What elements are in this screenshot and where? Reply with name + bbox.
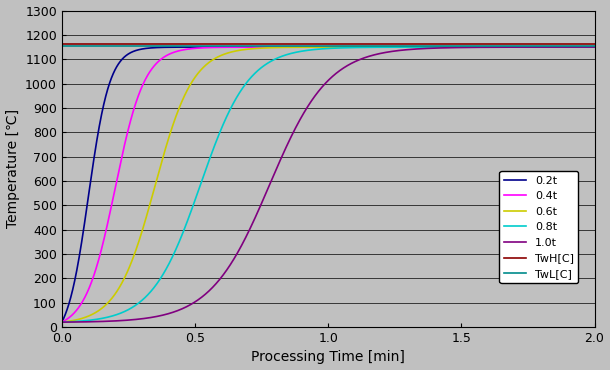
- 0.4t: [119, 151, 126, 156]
- 0.2t: [119, 57, 126, 61]
- 0.4t: [285, 45, 293, 49]
- 0.6t: [591, 45, 598, 49]
- 0.2t: [476, 45, 484, 49]
- 1.0t: [119, 318, 126, 323]
- Line: 0.4t: 0.4t: [62, 47, 595, 322]
- 0.2t: [58, 320, 65, 324]
- Line: 1.0t: 1.0t: [62, 47, 595, 322]
- 0.6t: [262, 46, 270, 50]
- 0.4t: [580, 45, 587, 49]
- 1.0t: [285, 138, 293, 143]
- 0.4t: [58, 320, 65, 324]
- 0.8t: [58, 320, 65, 324]
- 0.8t: [580, 45, 587, 49]
- 0.6t: [119, 279, 126, 284]
- 1.0t: [523, 45, 530, 49]
- 0.6t: [151, 186, 158, 191]
- 0.2t: [523, 45, 531, 49]
- 0.8t: [262, 62, 270, 66]
- Y-axis label: Temperature [℃]: Temperature [℃]: [5, 109, 20, 228]
- X-axis label: Processing Time [min]: Processing Time [min]: [251, 350, 405, 364]
- Line: 0.2t: 0.2t: [62, 47, 595, 322]
- 0.8t: [523, 45, 530, 49]
- Line: 0.6t: 0.6t: [62, 47, 595, 322]
- 1.0t: [151, 315, 158, 319]
- 0.6t: [580, 45, 587, 49]
- 0.8t: [285, 52, 293, 56]
- 0.8t: [151, 285, 158, 290]
- 1.0t: [591, 45, 598, 49]
- TwL[C]: [325, 44, 332, 48]
- 0.4t: [591, 45, 598, 49]
- 0.4t: [523, 45, 530, 49]
- Legend: 0.2t, 0.4t, 0.6t, 0.8t, 1.0t, TwH[C], TwL[C]: 0.2t, 0.4t, 0.6t, 0.8t, 1.0t, TwH[C], Tw…: [500, 171, 578, 283]
- 0.4t: [262, 45, 270, 49]
- 0.6t: [523, 45, 530, 49]
- 0.8t: [119, 310, 126, 314]
- 0.2t: [262, 45, 270, 49]
- TwH[C]: [58, 42, 65, 46]
- 0.4t: [151, 64, 158, 68]
- 1.0t: [262, 191, 270, 195]
- 0.2t: [285, 45, 293, 49]
- 0.2t: [151, 46, 158, 50]
- 1.0t: [580, 45, 587, 49]
- 0.8t: [591, 45, 598, 49]
- 0.2t: [591, 45, 598, 49]
- Line: 0.8t: 0.8t: [62, 47, 595, 322]
- TwH[C]: [325, 42, 332, 46]
- TwL[C]: [58, 44, 65, 48]
- 1.0t: [58, 320, 65, 324]
- 0.6t: [285, 45, 293, 50]
- 0.2t: [581, 45, 588, 49]
- 0.6t: [58, 320, 65, 324]
